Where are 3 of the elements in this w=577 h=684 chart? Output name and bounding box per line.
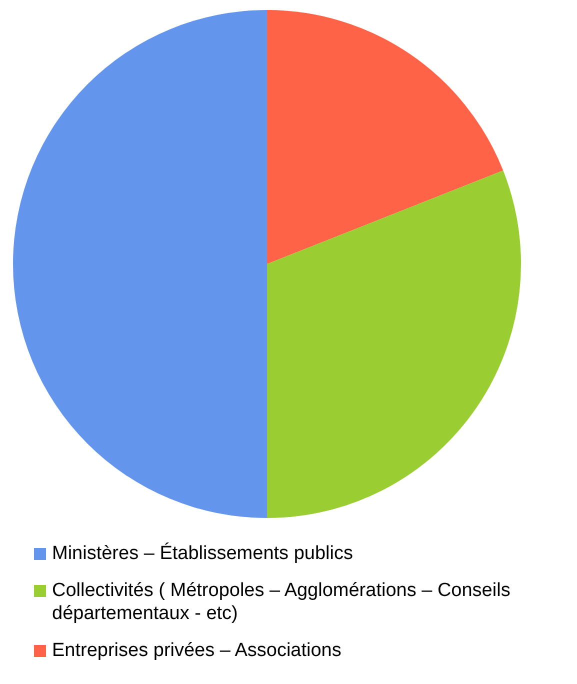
- legend-label: Collectivités ( Métropoles – Agglomérations – Conseils départementaux - etc): [52, 579, 512, 625]
- legend-label: Ministères – Établissements publics: [52, 542, 354, 565]
- legend-label: Entreprises privées – Associations: [52, 639, 342, 662]
